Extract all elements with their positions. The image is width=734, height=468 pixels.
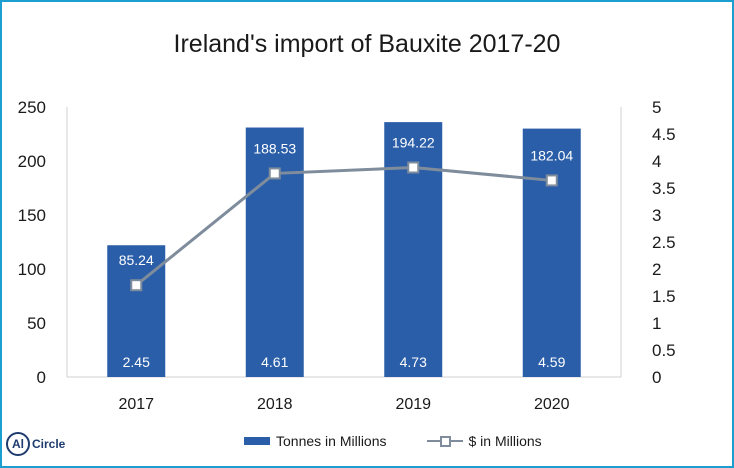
bar-data-label: 2.45 bbox=[123, 354, 150, 370]
y-tick-left-label: 250 bbox=[18, 98, 46, 117]
line-data-label: 194.22 bbox=[392, 134, 435, 150]
logo-text: Circle bbox=[32, 437, 66, 451]
line-data-label: 85.24 bbox=[119, 252, 154, 268]
line-data-label: 188.53 bbox=[253, 140, 296, 156]
y-tick-left-label: 200 bbox=[18, 152, 46, 171]
alcircle-logo: Al Circle bbox=[6, 432, 65, 456]
y-tick-right-label: 3.5 bbox=[652, 179, 676, 198]
bar-data-label: 4.73 bbox=[400, 354, 427, 370]
x-tick-label: 2017 bbox=[118, 396, 154, 413]
y-tick-right-label: 2.5 bbox=[652, 233, 676, 252]
line-marker bbox=[545, 174, 558, 187]
y-tick-right-label: 0.5 bbox=[652, 341, 676, 360]
chart-legend: Tonnes in Millions $ in Millions bbox=[244, 433, 582, 449]
bar bbox=[245, 127, 304, 378]
bar-data-label: 4.61 bbox=[261, 354, 288, 370]
line-marker bbox=[130, 279, 143, 292]
y-tick-right-label: 4 bbox=[652, 152, 661, 171]
legend-item-line: $ in Millions bbox=[426, 433, 542, 449]
y-tick-left-label: 150 bbox=[18, 206, 46, 225]
line-data-label: 182.04 bbox=[530, 147, 573, 163]
bar bbox=[107, 245, 166, 377]
y-tick-left-label: 100 bbox=[18, 260, 46, 279]
legend-item-bars: Tonnes in Millions bbox=[244, 433, 387, 449]
y-tick-right-label: 1 bbox=[652, 314, 661, 333]
x-tick-label: 2019 bbox=[395, 396, 431, 413]
y-tick-left-label: 0 bbox=[37, 368, 46, 387]
line-marker bbox=[407, 161, 420, 174]
y-tick-right-label: 2 bbox=[652, 260, 661, 279]
x-tick-label: 2020 bbox=[534, 396, 570, 413]
line-marker bbox=[268, 167, 281, 180]
bar-data-label: 4.59 bbox=[538, 354, 565, 370]
line-series bbox=[135, 165, 552, 287]
y-tick-right-label: 4.5 bbox=[652, 125, 676, 144]
x-tick-label: 2018 bbox=[257, 396, 293, 413]
bar bbox=[384, 122, 443, 378]
legend-line-label: $ in Millions bbox=[468, 433, 542, 449]
y-tick-right-label: 5 bbox=[652, 98, 661, 117]
y-tick-left-label: 50 bbox=[27, 314, 46, 333]
legend-bar-swatch bbox=[244, 437, 270, 445]
chart-title: Ireland's import of Bauxite 2017-20 bbox=[173, 30, 561, 58]
logo-mark: Al bbox=[6, 432, 30, 456]
legend-bar-label: Tonnes in Millions bbox=[276, 433, 387, 449]
y-tick-right-label: 0 bbox=[652, 368, 661, 387]
bar bbox=[522, 128, 581, 377]
y-tick-right-label: 3 bbox=[652, 206, 661, 225]
legend-line-swatch bbox=[426, 435, 463, 447]
y-tick-right-label: 1.5 bbox=[652, 287, 676, 306]
